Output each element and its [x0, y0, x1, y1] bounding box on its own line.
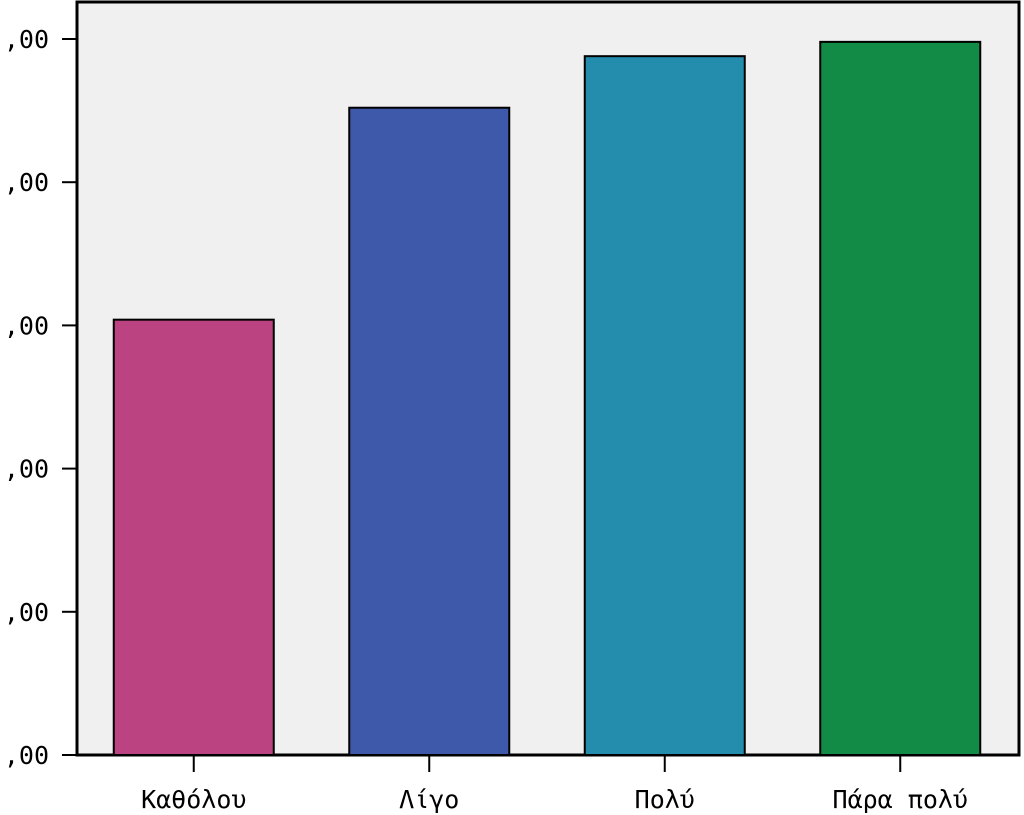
y-tick-label: ,00 [4, 455, 49, 484]
bar-4 [819, 40, 982, 756]
bar-2 [348, 106, 511, 756]
x-category-label: Καθόλου [141, 785, 246, 814]
y-tick-label: ,00 [4, 168, 49, 197]
x-category-label: Λίγο [399, 785, 459, 814]
bar-3 [583, 55, 746, 756]
y-tick-label: ,00 [4, 598, 49, 627]
y-tick-label: ,00 [4, 311, 49, 340]
x-category-label: Πολύ [635, 785, 695, 814]
x-axis: Καθόλου Λίγο Πολύ Πάρα πολύ [141, 755, 968, 814]
y-axis: ,00 ,00 ,00 ,00 ,00 ,00 [4, 25, 77, 770]
y-tick-label: ,00 [4, 25, 49, 54]
x-category-label: Πάρα πολύ [833, 785, 968, 814]
bars [112, 40, 982, 756]
y-tick-label: ,00 [4, 741, 49, 770]
bar-1 [112, 318, 275, 756]
